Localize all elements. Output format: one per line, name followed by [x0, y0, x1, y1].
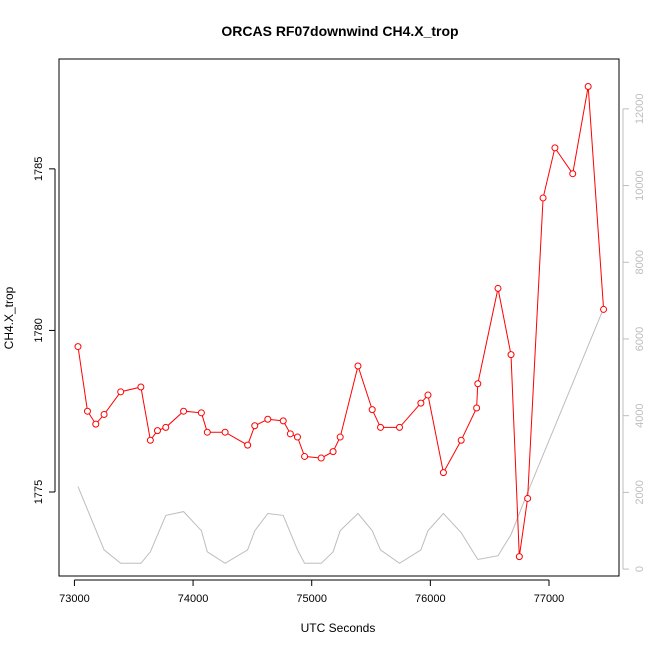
ch4-data-point: [377, 423, 385, 431]
ch4-data-point: [264, 415, 272, 423]
ch4-data-point: [474, 380, 482, 388]
series-layer: [74, 82, 608, 564]
ch4-data-point: [329, 448, 337, 456]
chart-title: ORCAS RF07downwind CH4.X_trop: [221, 23, 458, 39]
y2-tick-label: 12000: [634, 94, 646, 125]
ch4-data-point: [83, 407, 91, 415]
ch4-data-point: [494, 284, 502, 292]
ch4-data-point: [539, 194, 547, 202]
ch4-data-point: [301, 452, 309, 460]
ch4-data-point: [507, 351, 515, 359]
x-tick-label: 74000: [178, 593, 209, 605]
ch4-data-point: [203, 428, 211, 436]
ch4-data-point: [286, 430, 294, 438]
ch4-data-point: [180, 407, 188, 415]
ch4-data-point: [162, 423, 170, 431]
y-axis-left: 1775 1780 1785: [33, 157, 56, 504]
ch4-data-point: [569, 170, 577, 178]
y2-tick-label: 10000: [634, 170, 646, 201]
ch4-data-point: [551, 144, 559, 152]
ch4-data-point: [221, 428, 229, 436]
ch4-data-point: [417, 399, 425, 407]
x-axis-label: UTC Seconds: [301, 621, 376, 635]
x-tick-label: 75000: [296, 593, 327, 605]
ch4-series-line: [77, 86, 605, 557]
ch4-data-point: [197, 409, 205, 417]
ch4-data-point: [251, 422, 259, 430]
ch4-data-point: [137, 383, 145, 391]
y2-tick-label: 4000: [634, 403, 646, 427]
ch4-data-point: [457, 436, 465, 444]
x-tick-label: 77000: [534, 593, 565, 605]
y-tick-label: 1785: [33, 157, 45, 181]
ch4-data-point: [92, 420, 100, 428]
ch4-data-point: [293, 433, 301, 441]
y-axis-right: 0 2000 4000 6000 8000 10000 12000: [622, 94, 646, 572]
ch4-data-point: [74, 343, 82, 351]
ch4-data-point: [368, 406, 376, 414]
ch4-data-point: [424, 391, 432, 399]
ch4-data-point: [584, 82, 592, 90]
ch4-data-point: [100, 410, 108, 418]
ch4-data-point: [244, 441, 252, 449]
ch4-data-point: [336, 433, 344, 441]
y2-tick-label: 8000: [634, 250, 646, 274]
x-axis: 73000 74000 75000 76000 77000: [59, 579, 565, 605]
y-axis-label: CH4.X_trop: [2, 286, 16, 349]
ch4-data-point: [146, 436, 154, 444]
ch4-data-point: [600, 305, 608, 313]
y2-tick-label: 0: [634, 566, 646, 572]
secondary-series-line: [77, 308, 605, 564]
ch4-data-point: [524, 494, 532, 502]
x-tick-label: 73000: [59, 593, 90, 605]
ch4-data-point: [354, 362, 362, 370]
ch4-data-point: [153, 427, 161, 435]
y-tick-label: 1775: [33, 480, 45, 504]
x-tick-label: 76000: [415, 593, 446, 605]
ch4-data-point: [396, 423, 404, 431]
ch4-data-point: [317, 454, 325, 462]
y2-tick-label: 2000: [634, 480, 646, 504]
ch4-data-point: [515, 553, 523, 561]
y2-tick-label: 6000: [634, 327, 646, 351]
ch4-data-point: [439, 469, 447, 477]
y-tick-label: 1780: [33, 318, 45, 342]
plot-area-frame: [58, 58, 620, 577]
ch4-data-point: [279, 417, 287, 425]
ch4-data-point: [117, 388, 125, 396]
ch4-data-point: [473, 404, 481, 412]
